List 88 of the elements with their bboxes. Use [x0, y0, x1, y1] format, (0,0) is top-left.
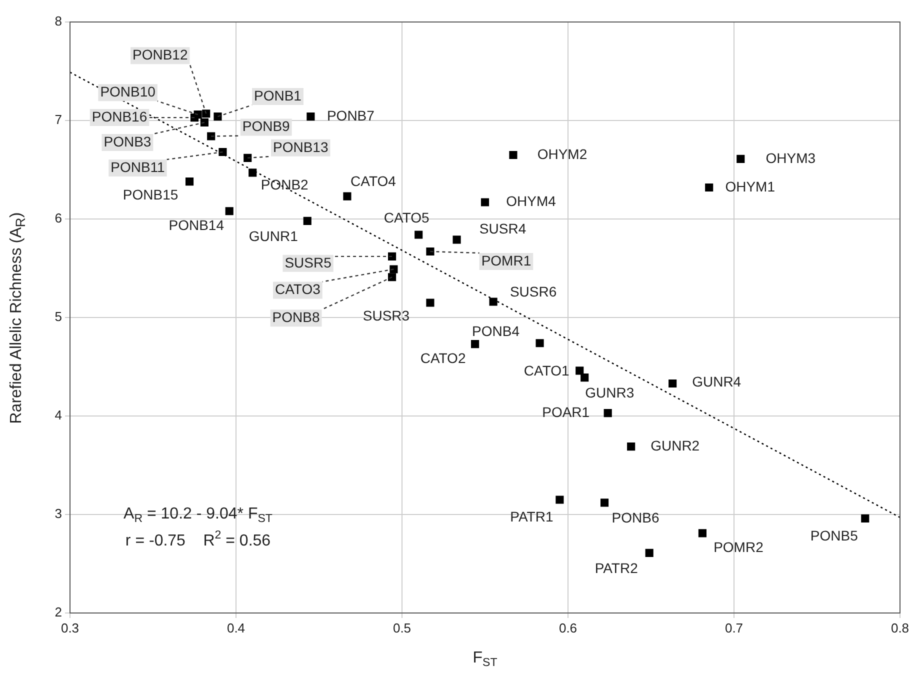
annotation: PATR2 — [594, 560, 638, 576]
annotation: GUNR3 — [585, 384, 634, 400]
point — [489, 298, 498, 306]
point — [471, 340, 480, 348]
point — [600, 498, 609, 507]
annotation: PONB12 — [132, 46, 188, 62]
x-tick-label: 0.5 — [392, 620, 412, 636]
annotation: OHYM3 — [766, 150, 816, 166]
annotation: PONB6 — [612, 510, 660, 526]
point — [185, 178, 194, 186]
point — [861, 514, 870, 522]
annotation: GUNR1 — [248, 228, 298, 244]
annotation: PONB10 — [100, 83, 156, 100]
annotation: SUSR6 — [510, 284, 557, 300]
annotation: CATO1 — [524, 362, 570, 379]
annotation: PONB11 — [110, 158, 166, 175]
annotation: PONB4 — [472, 322, 520, 339]
y-tick-label: 6 — [54, 210, 62, 226]
point — [218, 148, 227, 156]
point — [705, 183, 714, 192]
annotation: SUSR3 — [362, 308, 410, 324]
point — [509, 150, 518, 160]
point — [202, 110, 210, 118]
y-tick-label: 5 — [54, 309, 62, 324]
point — [414, 230, 423, 239]
point — [698, 529, 706, 538]
point — [190, 114, 199, 122]
point — [343, 192, 352, 200]
x-tick-label: 0.7 — [724, 620, 744, 636]
annotation: PONB1 — [254, 87, 302, 104]
annotation: OHYM4 — [506, 193, 556, 210]
point — [627, 442, 636, 451]
point — [604, 409, 612, 418]
point — [225, 207, 234, 216]
annotation: PONB8 — [272, 308, 320, 325]
x-tick-label: 0.4 — [226, 620, 246, 636]
annotation: PONB2 — [260, 176, 309, 193]
annotation: PATR1 — [510, 508, 554, 525]
annotation: PONB14 — [168, 216, 224, 233]
point — [390, 265, 398, 274]
annotation: PONB9 — [242, 118, 290, 134]
point — [426, 298, 434, 307]
point — [306, 112, 315, 121]
point — [645, 548, 654, 557]
annotation: POAR1 — [542, 404, 590, 420]
point — [207, 132, 216, 140]
annotation: GUNR4 — [692, 373, 742, 390]
x-tick-label: 0.6 — [558, 620, 578, 636]
point — [452, 236, 461, 244]
annotation: SUSR4 — [479, 220, 526, 237]
point — [303, 216, 312, 226]
y-tick-label: 3 — [54, 506, 62, 522]
annotation: PONB7 — [326, 107, 375, 124]
y-tick-label: 2 — [54, 604, 62, 620]
annotation: POMR1 — [481, 252, 532, 268]
annotation: GUNR2 — [650, 437, 700, 454]
annotation: CATO3 — [275, 281, 321, 298]
point — [536, 339, 544, 348]
point — [576, 366, 584, 375]
point — [668, 379, 677, 388]
point — [556, 496, 564, 504]
point — [388, 252, 396, 260]
annotation: PONB15 — [122, 186, 178, 202]
point — [200, 118, 208, 127]
x-tick-label: 0.3 — [60, 620, 80, 636]
annotation: CATO4 — [350, 173, 396, 190]
x-tick-label: 0.8 — [890, 620, 910, 636]
point — [248, 168, 257, 177]
annotation: CATO2 — [420, 350, 466, 366]
annotation: PONB16 — [92, 108, 148, 124]
annotation: PONB3 — [104, 133, 152, 150]
y-tick-label: 4 — [54, 408, 62, 423]
annotation: OHYM2 — [537, 146, 588, 162]
annotation: OHYM1 — [725, 178, 776, 194]
annotation: POMR2 — [714, 539, 764, 556]
point — [388, 273, 396, 282]
point — [214, 112, 222, 121]
y-tick-label: 8 — [54, 14, 62, 29]
point — [580, 374, 589, 382]
annotation: PONB13 — [272, 138, 328, 155]
point — [736, 154, 745, 163]
point — [480, 198, 490, 206]
point — [244, 154, 252, 162]
annotation: PONB5 — [810, 527, 858, 544]
y-tick-label: 7 — [54, 112, 62, 128]
point — [426, 247, 434, 256]
annotation: SUSR5 — [284, 254, 332, 270]
annotation: CATO5 — [384, 210, 430, 226]
